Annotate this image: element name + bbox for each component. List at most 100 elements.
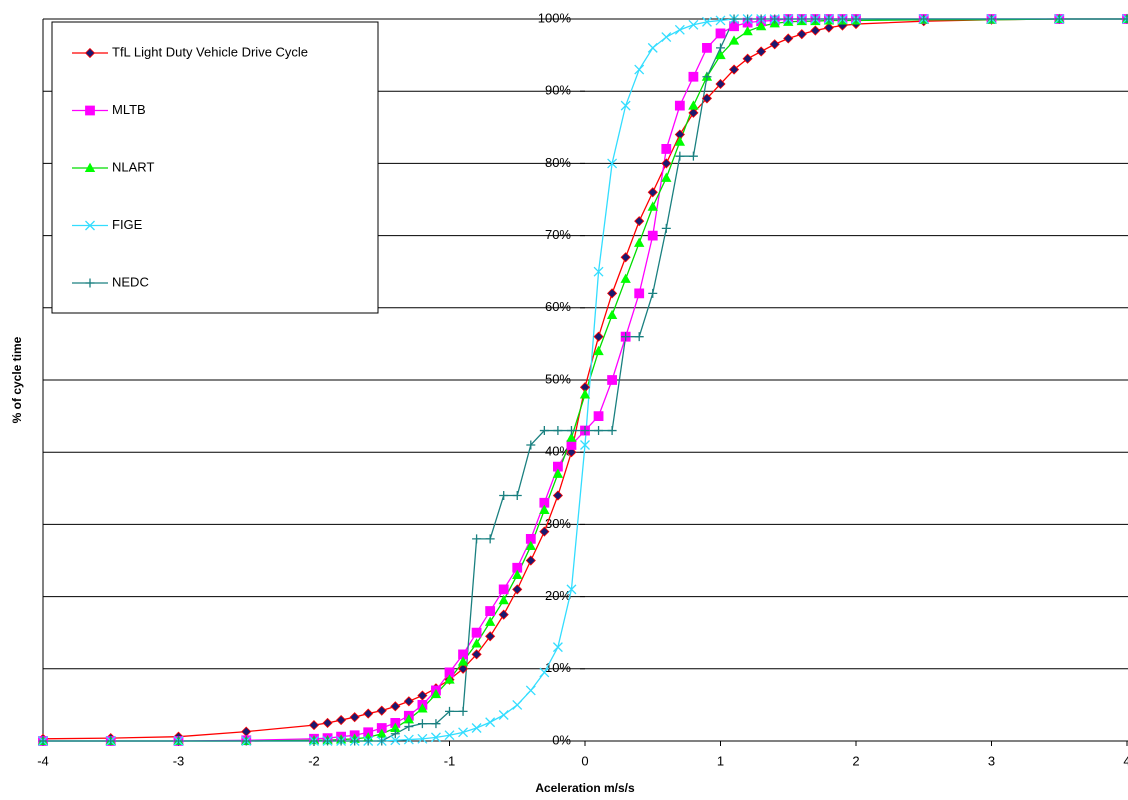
data-point	[485, 631, 496, 642]
data-point	[796, 29, 807, 40]
data-point	[756, 46, 767, 57]
data-point	[377, 736, 387, 746]
data-point	[728, 64, 740, 75]
y-tick-label: 10%	[545, 660, 571, 675]
legend-marker	[84, 162, 96, 172]
legend-marker	[85, 220, 95, 231]
y-axis-title: % of cycle time	[10, 336, 24, 423]
data-point	[241, 726, 252, 737]
data-point	[444, 674, 455, 684]
data-point	[525, 533, 536, 544]
data-point	[688, 100, 699, 110]
y-tick-label: 20%	[545, 588, 571, 603]
data-point	[674, 136, 686, 146]
y-tick-label: 70%	[545, 227, 571, 242]
data-point	[566, 440, 577, 450]
data-point	[498, 609, 509, 620]
data-point	[607, 288, 618, 299]
data-point	[512, 562, 523, 573]
data-point	[485, 717, 496, 728]
x-tick-label: 1	[717, 753, 724, 768]
data-point	[647, 42, 658, 53]
data-point	[525, 540, 536, 551]
data-point	[755, 20, 767, 31]
data-point	[566, 584, 577, 595]
data-point	[769, 39, 780, 50]
data-point	[634, 237, 645, 247]
data-point	[810, 14, 820, 24]
data-point	[484, 616, 496, 626]
data-point	[430, 732, 441, 743]
x-tick-label: 2	[852, 753, 859, 768]
legend: TfL Light Duty Vehicle Drive Cycle MLTB NL…	[51, 21, 379, 314]
data-point	[607, 158, 618, 169]
data-point	[688, 151, 698, 161]
y-tick-label: 30%	[545, 516, 571, 531]
data-point	[580, 426, 590, 436]
data-point	[661, 158, 672, 169]
data-point	[552, 642, 563, 653]
data-point	[620, 252, 631, 263]
data-point	[675, 151, 685, 161]
data-point	[824, 14, 834, 24]
data-point	[674, 24, 685, 35]
data-point	[729, 21, 739, 32]
data-point	[661, 32, 672, 43]
data-point	[688, 107, 699, 118]
data-point	[485, 534, 495, 544]
data-point	[539, 497, 550, 508]
data-point	[620, 100, 631, 111]
data-point	[498, 710, 509, 720]
data-point	[308, 720, 320, 731]
data-point	[403, 696, 414, 707]
legend-marker	[85, 278, 95, 288]
data-point	[431, 719, 441, 729]
data-point	[444, 730, 455, 741]
data-point	[607, 375, 617, 385]
data-point	[851, 14, 861, 24]
data-point	[621, 332, 631, 342]
data-point	[688, 19, 699, 30]
data-point	[648, 288, 658, 298]
data-point	[390, 701, 401, 712]
data-point	[579, 389, 591, 399]
data-point	[309, 736, 319, 746]
data-point	[350, 736, 360, 746]
x-tick-label: -3	[173, 753, 185, 768]
data-point	[770, 14, 780, 24]
data-point	[634, 216, 645, 227]
data-point	[702, 72, 712, 82]
data-point	[729, 14, 739, 24]
data-point	[606, 309, 618, 320]
data-point	[728, 35, 740, 45]
data-point	[688, 71, 699, 82]
data-point	[417, 703, 428, 713]
data-point	[498, 594, 509, 605]
x-tick-label: -4	[37, 753, 49, 768]
data-point	[593, 331, 604, 342]
data-point	[580, 440, 590, 450]
legend-label: NEDC	[112, 274, 149, 289]
data-point	[647, 201, 658, 211]
x-tick-label: 3	[988, 753, 995, 768]
data-point	[566, 447, 577, 458]
data-point	[430, 688, 442, 699]
data-point	[458, 649, 468, 660]
data-point	[323, 736, 333, 746]
data-point	[526, 440, 536, 450]
data-point	[471, 638, 482, 648]
data-point	[417, 733, 428, 744]
data-point	[823, 22, 834, 33]
data-point	[349, 712, 360, 723]
data-point	[322, 717, 333, 729]
data-point	[593, 411, 604, 421]
data-point	[499, 491, 509, 501]
data-point	[919, 14, 929, 24]
data-point	[715, 28, 726, 39]
x-tick-label: -1	[444, 753, 456, 768]
data-point	[647, 187, 658, 198]
data-point	[715, 78, 726, 90]
y-tick-label: 60%	[545, 299, 571, 314]
data-point	[756, 14, 766, 24]
